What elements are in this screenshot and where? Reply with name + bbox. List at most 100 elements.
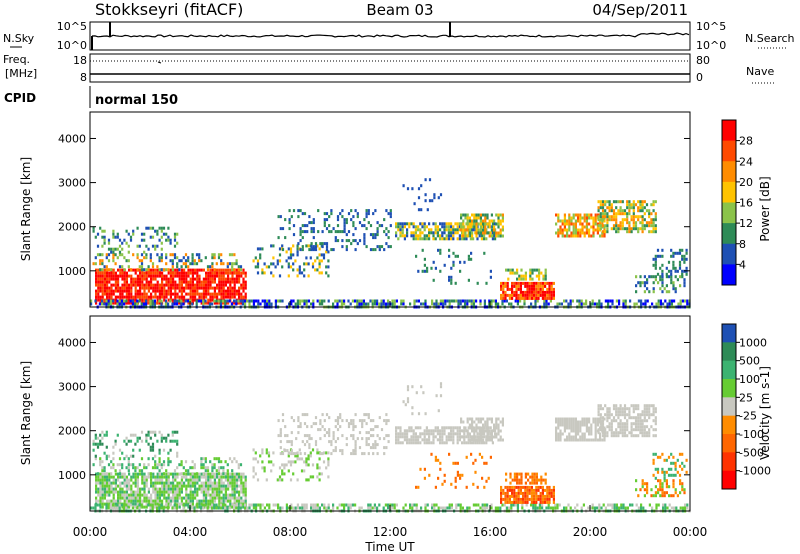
echo-cell [134,283,137,287]
echo-cell [129,454,133,458]
echo-cell [227,481,230,485]
echo-cell [376,443,379,447]
echo-cell [134,484,137,488]
echo-cell [200,295,203,299]
echo-cell [198,277,201,281]
echo-cell [235,499,238,503]
echo-cell [147,268,150,272]
echo-cell [308,437,311,441]
echo-cell [176,286,179,290]
echo-cell [194,268,197,272]
echo-cell [218,289,221,293]
echo-cell [125,277,128,281]
echo-cell [235,289,238,293]
echo-cell [227,493,230,497]
echo-cell [128,472,131,476]
echo-cell [215,506,218,510]
echo-cell [156,475,159,479]
echo-cell [189,484,192,488]
echo-cell [123,268,126,272]
echo-cell [99,487,102,491]
echo-cell [129,503,132,507]
echo-cell [484,219,487,223]
echo-cell [641,218,644,222]
echo-cell [94,442,97,446]
echo-cell [319,437,322,441]
echo-cell [399,435,402,439]
echo-cell [277,215,280,219]
echo-cell [127,460,130,464]
echo-cell [591,299,594,303]
echo-cell [502,290,505,294]
echo-cell [156,268,159,272]
echo-cell [125,478,128,482]
echo-cell [204,299,207,303]
echo-cell [156,265,159,269]
echo-cell [493,231,496,235]
echo-cell [134,295,137,299]
echo-cell [237,506,240,510]
echo-cell [542,478,545,482]
echo-cell [568,228,571,232]
echo-cell [134,433,137,437]
echo-cell [469,234,472,238]
echo-cell [393,299,396,303]
echo-cell [141,277,144,281]
echo-cell [263,302,266,306]
echo-cell [513,500,516,504]
echo-cell [161,484,164,488]
echo-cell [367,413,370,417]
echo-cell [511,287,514,291]
echo-cell [128,481,131,485]
echo-cell [511,293,514,297]
echo-cell [136,499,139,503]
echo-cell [661,269,664,273]
echo-cell [145,299,148,303]
echo-cell [590,216,593,220]
echo-cell [522,293,525,297]
echo-cell [281,506,284,510]
echo-cell [290,452,293,456]
echo-cell [555,213,558,217]
echo-cell [488,234,491,238]
echo-cell [130,289,133,293]
echo-cell [327,463,330,467]
echo-cell [455,503,458,507]
echo-cell [227,484,230,488]
echo-cell [241,299,244,303]
echo-cell [334,440,337,444]
echo-cell [497,216,500,220]
echo-cell [193,262,196,266]
echo-cell [154,475,157,479]
echo-cell [665,266,668,270]
echo-cell [202,292,205,296]
echo-cell [189,283,192,287]
echo-cell [332,434,335,438]
echo-cell [176,472,179,476]
echo-cell [558,302,561,306]
echo-cell [110,487,113,491]
echo-cell [570,216,573,220]
echo-cell [92,463,95,467]
echo-cell [99,499,102,503]
echo-cell [599,222,602,226]
echo-cell [107,259,111,263]
echo-cell [654,212,657,216]
echo-cell [165,436,168,440]
echo-cell [432,260,435,264]
echo-cell [643,224,646,228]
echo-cell [128,493,131,497]
echo-cell [544,293,547,297]
echo-cell [439,438,442,442]
echo-cell [163,274,166,278]
echo-cell [220,271,223,275]
echo-cell [227,487,230,491]
echo-cell [336,215,340,219]
echo-cell [624,506,627,510]
echo-cell [106,490,109,494]
echo-cell [307,457,310,461]
echo-cell [518,274,521,278]
echo-cell [637,506,640,510]
echo-cell [110,472,113,476]
echo-cell [535,491,538,495]
